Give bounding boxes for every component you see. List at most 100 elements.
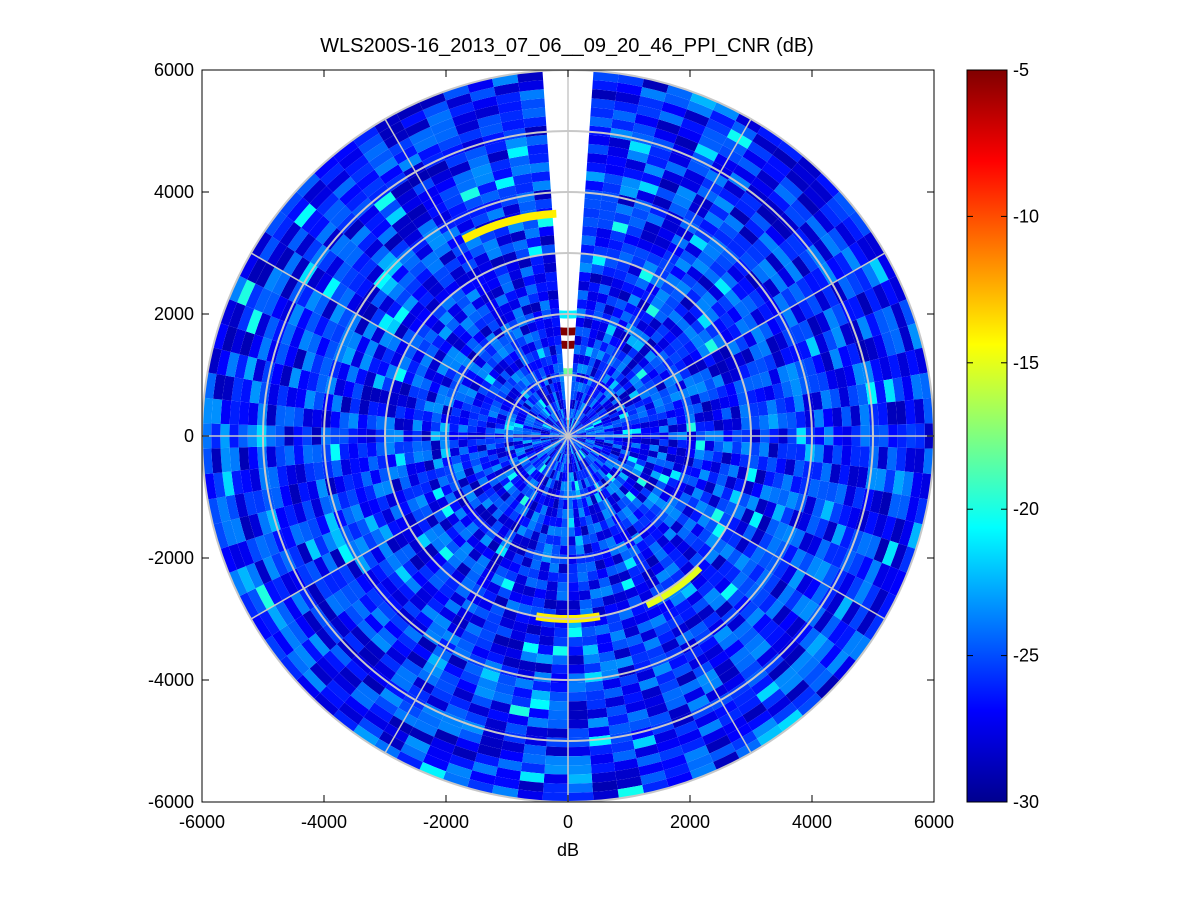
cnr-cell	[610, 450, 621, 457]
cnr-cell	[670, 569, 686, 585]
cnr-cell	[658, 178, 680, 194]
cnr-cell	[773, 183, 797, 206]
cnr-cell	[594, 391, 604, 401]
cnr-cell	[247, 402, 259, 426]
cnr-cell	[313, 294, 331, 316]
cnr-cell	[445, 526, 460, 541]
cnr-cell	[795, 443, 806, 461]
cnr-cell	[568, 445, 571, 455]
cnr-cell	[490, 285, 505, 299]
cnr-cell	[789, 475, 803, 494]
cnr-cell	[430, 168, 453, 186]
cnr-cell	[593, 521, 603, 533]
cnr-cell	[546, 580, 558, 592]
cnr-cell	[546, 447, 555, 455]
cnr-cell	[246, 309, 263, 335]
cnr-cell	[445, 92, 473, 110]
cnr-cell	[513, 437, 523, 442]
cnr-cell	[596, 567, 609, 580]
cnr-cell	[401, 195, 423, 214]
cnr-cell	[530, 480, 539, 491]
cnr-cell	[654, 548, 668, 562]
cnr-cell	[459, 541, 474, 556]
cnr-cell	[596, 632, 612, 645]
cnr-cell	[508, 407, 519, 416]
cnr-cell	[805, 633, 828, 657]
cnr-cell	[746, 360, 760, 377]
cnr-cell	[513, 440, 523, 446]
cnr-cell	[495, 486, 507, 498]
cnr-cell	[627, 513, 639, 525]
cnr-cell	[574, 335, 583, 346]
cnr-cell	[872, 334, 888, 359]
cnr-cell	[537, 328, 548, 340]
cnr-cell	[251, 231, 273, 258]
cnr-cell	[542, 496, 551, 507]
cnr-cell	[605, 405, 616, 414]
cnr-cell	[685, 413, 696, 424]
cnr-cell	[543, 262, 557, 273]
cnr-cell	[477, 450, 489, 459]
cnr-cell	[618, 376, 630, 388]
cnr-cell	[486, 246, 503, 261]
cnr-cell	[646, 212, 665, 228]
cnr-cell	[591, 400, 600, 410]
cnr-cell	[718, 344, 733, 360]
cnr-cell	[625, 459, 636, 469]
cnr-cell	[737, 276, 756, 296]
cnr-cell	[637, 357, 650, 369]
cnr-cell	[514, 677, 534, 690]
cnr-cell	[370, 528, 386, 546]
colorbar-tick-label: -15	[1013, 353, 1039, 373]
cnr-cell	[757, 401, 769, 416]
cnr-cell	[411, 484, 424, 498]
cnr-cell	[403, 512, 418, 528]
cnr-cell	[438, 273, 456, 289]
cnr-cell	[605, 324, 617, 336]
cnr-cell	[467, 425, 477, 433]
cnr-cell	[597, 641, 614, 654]
cnr-cell	[631, 423, 641, 430]
cnr-cell	[404, 407, 415, 420]
cnr-cell	[394, 565, 412, 583]
cnr-cell	[787, 568, 806, 590]
cnr-cell	[797, 692, 823, 717]
cnr-cell	[315, 515, 331, 536]
cnr-cell	[656, 509, 669, 522]
cnr-cell	[463, 195, 484, 211]
cnr-cell	[703, 410, 714, 422]
cnr-cell	[712, 408, 723, 421]
cnr-cell	[791, 255, 811, 278]
cnr-cell	[878, 356, 893, 381]
cnr-cell	[679, 561, 696, 577]
y-tick-label: 0	[184, 426, 194, 446]
cnr-cell	[387, 391, 400, 406]
cnr-cell	[493, 82, 520, 96]
cnr-cell	[780, 506, 795, 526]
cnr-cell	[499, 557, 513, 570]
cnr-cell	[502, 464, 513, 473]
cnr-cell	[599, 413, 610, 420]
cnr-cell	[440, 448, 451, 459]
cnr-cell	[514, 396, 525, 406]
cnr-cell	[320, 162, 345, 186]
cnr-cell	[302, 238, 323, 263]
cnr-cell	[420, 481, 433, 495]
cnr-cell	[349, 458, 361, 475]
cnr-cell	[592, 80, 618, 92]
cnr-cell	[586, 431, 596, 435]
cnr-cell	[663, 762, 691, 780]
cnr-cell	[461, 460, 473, 470]
cnr-cell	[557, 400, 563, 410]
cnr-cell	[497, 185, 517, 199]
cnr-cell	[385, 646, 407, 666]
cnr-cell	[358, 258, 378, 279]
cnr-cell	[603, 173, 624, 186]
cnr-cell	[228, 543, 246, 570]
cnr-cell	[552, 382, 559, 393]
cnr-cell	[525, 725, 548, 738]
cnr-cell	[479, 735, 504, 750]
cnr-cell	[492, 379, 504, 390]
cnr-cell	[643, 636, 662, 651]
cnr-cell	[892, 377, 905, 402]
